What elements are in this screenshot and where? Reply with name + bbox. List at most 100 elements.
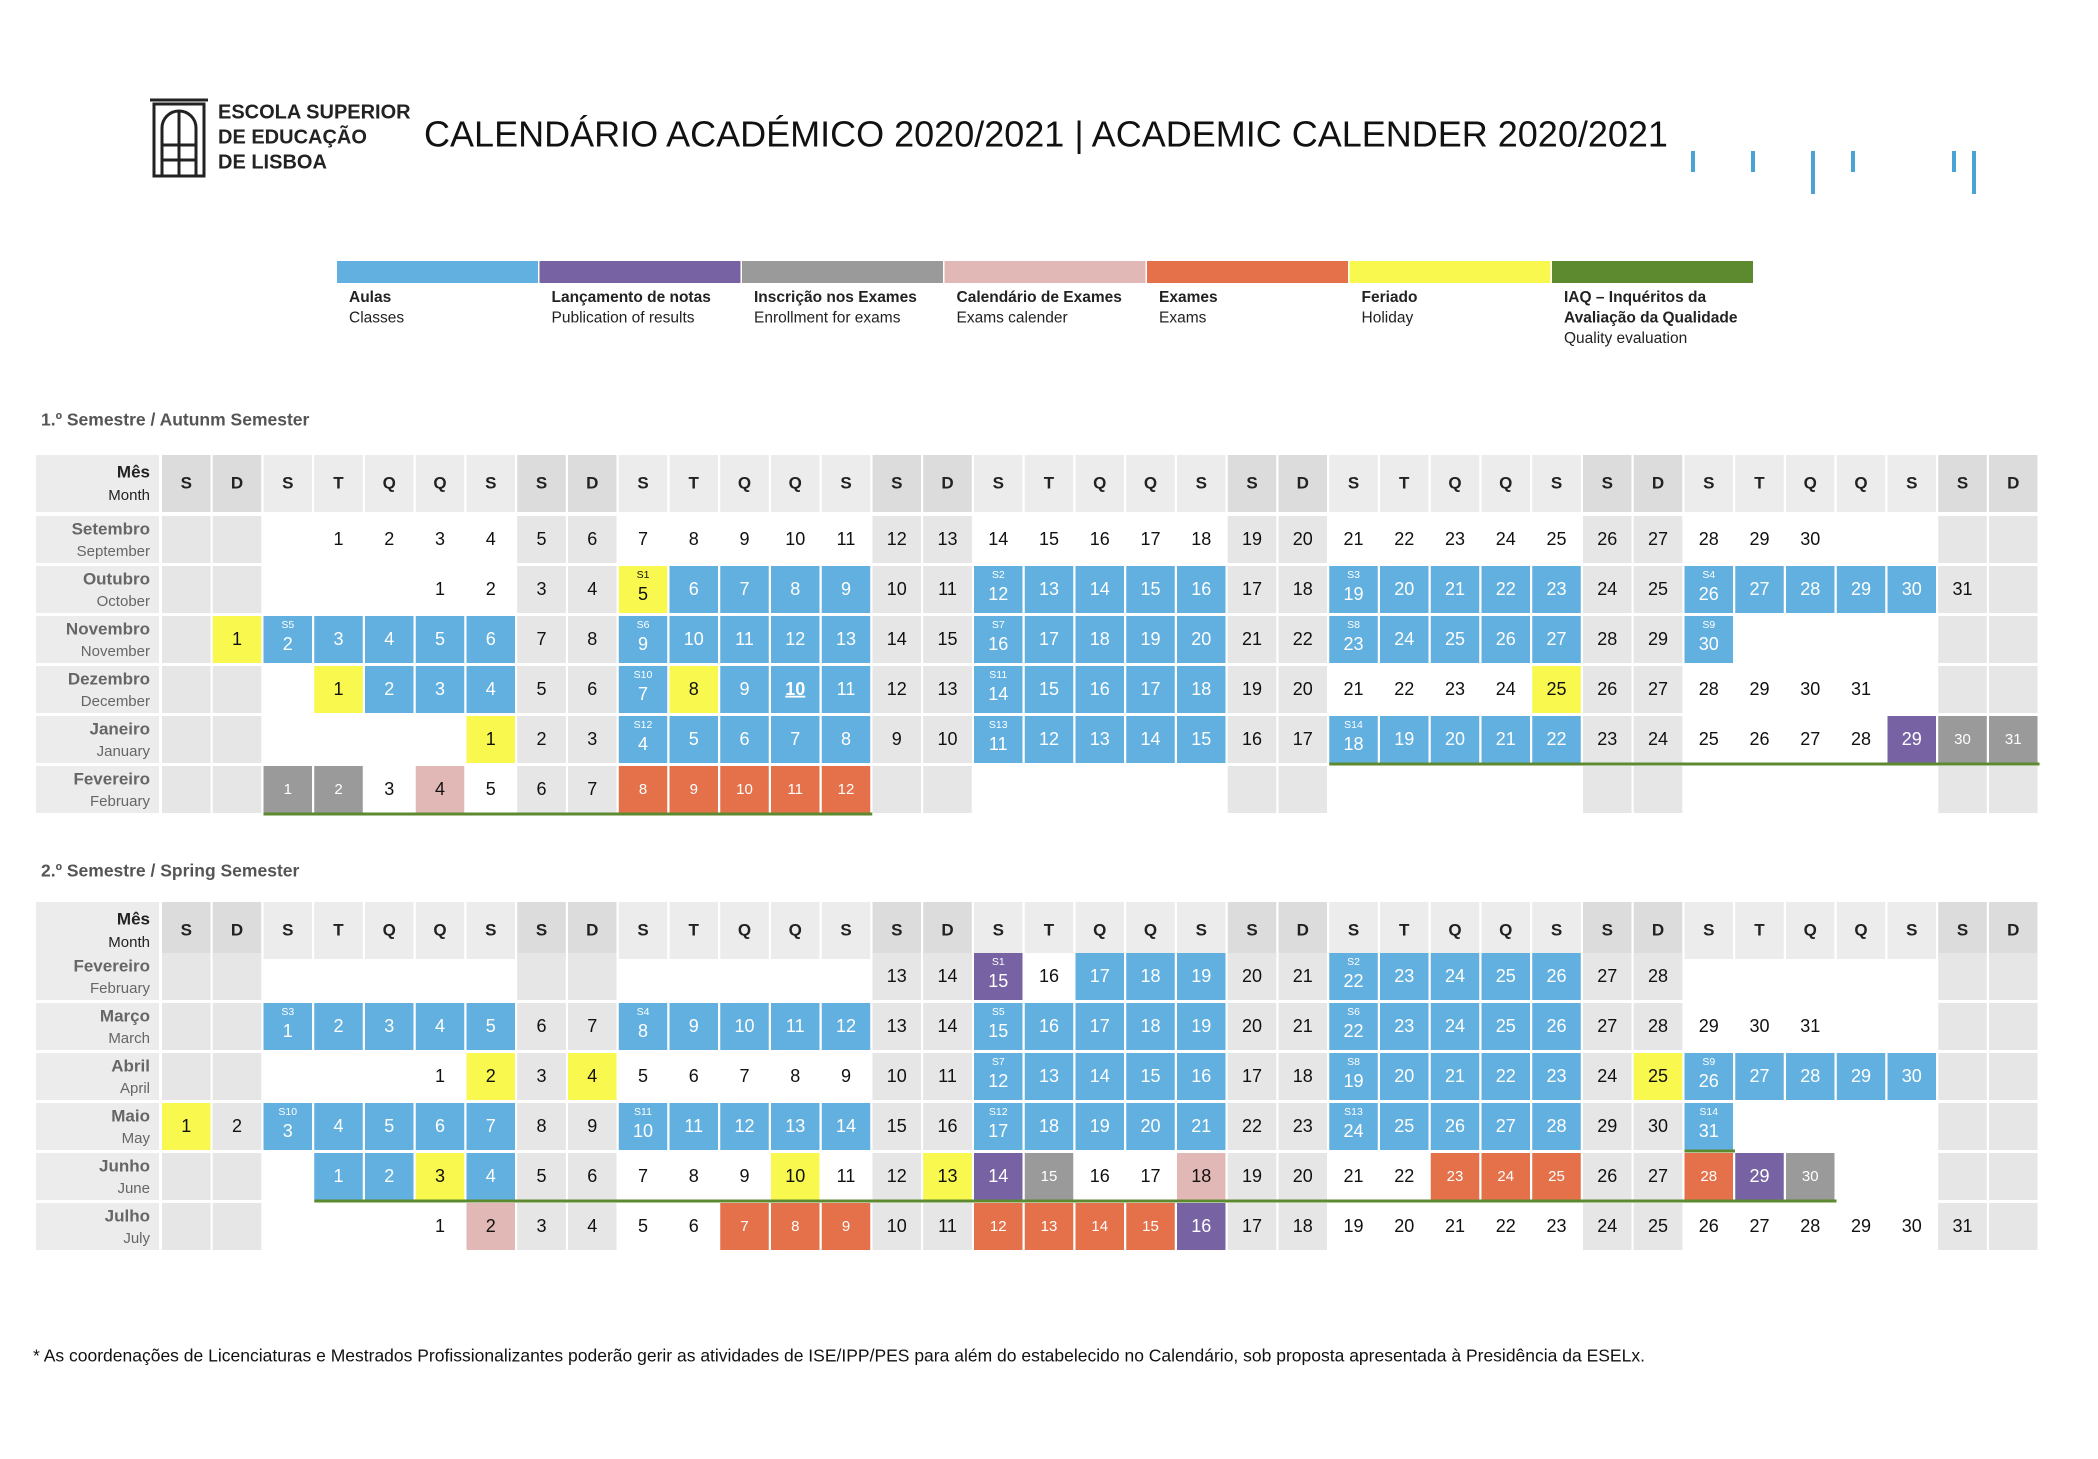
- day-number: 6: [587, 679, 597, 699]
- day-number: 20: [1191, 629, 1211, 649]
- header-cell: [1278, 455, 1327, 512]
- day-number: 12: [785, 629, 805, 649]
- weekend-cell: [1989, 616, 2038, 663]
- day-cell: [771, 1103, 820, 1150]
- legend-label: Feriado: [1362, 289, 1418, 306]
- header-day: T: [333, 473, 344, 492]
- day-number: 12: [988, 1071, 1008, 1091]
- header-cell: [720, 902, 769, 959]
- day-cell: [821, 1103, 871, 1150]
- header-day: S: [1246, 920, 1257, 939]
- weekend-cell: [1989, 953, 2038, 1000]
- day-number: 4: [435, 779, 445, 799]
- day-cell: [1380, 1003, 1429, 1050]
- day-cell: [1024, 716, 1074, 763]
- day-number: 2: [536, 729, 546, 749]
- weekend-cell: [212, 566, 262, 613]
- day-cell: [1380, 566, 1429, 613]
- day-cell: [1227, 1103, 1277, 1150]
- legend-swatch: [944, 261, 1146, 283]
- day-cell: [1278, 953, 1327, 1000]
- day-number: 11: [837, 1166, 856, 1186]
- week-label: S11: [989, 669, 1007, 681]
- day-cell: [974, 1103, 1023, 1150]
- header-day: D: [941, 473, 953, 492]
- day-cell: [1938, 1203, 1987, 1250]
- day-number: 23: [1394, 1016, 1414, 1036]
- day-cell: [618, 1053, 668, 1100]
- day-number: 31: [2005, 731, 2022, 748]
- day-number: 25: [1546, 679, 1566, 699]
- day-number: 25: [1648, 1066, 1668, 1086]
- header-cell: [1430, 902, 1480, 959]
- weekend-cell: [212, 716, 262, 763]
- header-day: Q: [1499, 920, 1512, 939]
- header-month-pt: Mês: [117, 909, 150, 928]
- header-cell: [1075, 902, 1124, 959]
- day-number: 21: [1445, 579, 1465, 599]
- header-cell: [1380, 902, 1429, 959]
- header-cell: [1329, 455, 1378, 512]
- weekend-cell: [1989, 1053, 2038, 1100]
- day-number: 11: [938, 1216, 957, 1236]
- day-cell: [1786, 1153, 1835, 1200]
- day-number: 23: [1447, 1168, 1464, 1185]
- day-cell: [923, 1203, 972, 1250]
- day-number: 3: [333, 629, 343, 649]
- day-cell: [821, 716, 871, 763]
- day-cell: [1684, 1003, 1733, 1050]
- day-cell: [1024, 953, 1074, 1000]
- day-cell: [618, 766, 668, 813]
- month-en: May: [122, 1130, 151, 1147]
- day-cell: [466, 1053, 515, 1100]
- day-number: 19: [1394, 729, 1414, 749]
- header-cell: [1735, 902, 1784, 959]
- header-cell: [314, 455, 363, 512]
- day-number: 26: [1749, 729, 1769, 749]
- day-number: 19: [1191, 966, 1211, 986]
- day-number: 13: [887, 966, 907, 986]
- day-cell: [974, 516, 1023, 563]
- day-number: 23: [1343, 634, 1363, 654]
- header-day: Q: [383, 473, 396, 492]
- day-cell: [1177, 1103, 1226, 1150]
- weekend-cell: [212, 666, 262, 713]
- day-cell: [1024, 516, 1074, 563]
- legend-swatch: [539, 261, 741, 283]
- day-cell: [1836, 566, 1886, 613]
- weekend-cell: [1938, 516, 1987, 563]
- header-day: S: [1906, 473, 1917, 492]
- day-number: 1: [284, 781, 292, 798]
- day-number: 22: [1293, 629, 1313, 649]
- month-cell: [36, 1003, 159, 1050]
- day-number: 27: [1648, 1166, 1668, 1186]
- day-number: 27: [1496, 1116, 1516, 1136]
- header-cell: [1380, 455, 1429, 512]
- day-cell: [1227, 1003, 1277, 1050]
- header-day: S: [536, 920, 547, 939]
- day-number: 27: [1749, 579, 1769, 599]
- day-cell: [618, 566, 668, 613]
- day-number: 22: [1546, 729, 1566, 749]
- day-number: 12: [887, 529, 907, 549]
- day-cell: [517, 766, 566, 813]
- day-cell: [618, 716, 668, 763]
- week-label: S1: [992, 956, 1005, 968]
- day-number: 24: [1394, 629, 1414, 649]
- day-cell: [1024, 1003, 1074, 1050]
- day-cell: [1836, 666, 1886, 713]
- day-cell: [466, 1153, 515, 1200]
- day-number: 20: [1394, 1216, 1414, 1236]
- day-cell: [923, 566, 972, 613]
- header-day: S: [993, 473, 1004, 492]
- header-day: Q: [1499, 473, 1512, 492]
- day-cell: [1532, 1203, 1581, 1250]
- header-day: S: [637, 920, 648, 939]
- day-number: 12: [836, 1016, 856, 1036]
- day-number: 20: [1293, 529, 1313, 549]
- header-cell: [1227, 455, 1277, 512]
- day-number: 26: [1597, 1166, 1617, 1186]
- logo-line: DE LISBOA: [218, 151, 327, 173]
- day-number: 11: [735, 629, 754, 649]
- day-number: 10: [633, 1121, 653, 1141]
